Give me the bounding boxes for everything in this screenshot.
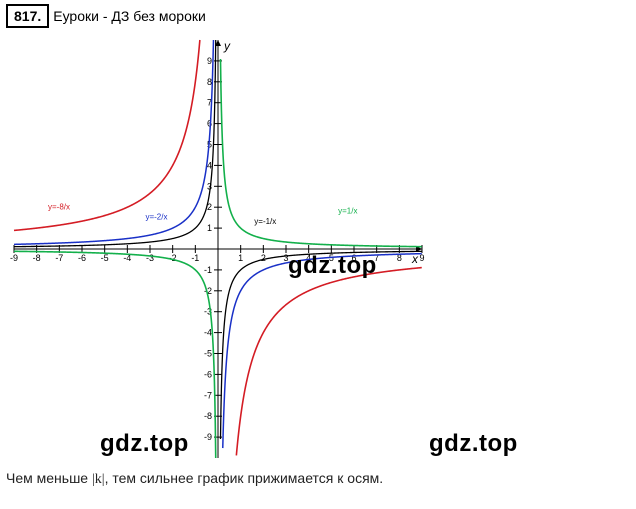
footer-after: , тем сильнее график прижимается к осям. — [105, 470, 384, 486]
watermark-bottom-left: gdz.top — [100, 430, 189, 458]
svg-text:-1: -1 — [204, 265, 212, 275]
svg-text:2: 2 — [261, 253, 266, 263]
task-number: 817. — [6, 4, 49, 28]
svg-text:-3: -3 — [146, 253, 154, 263]
svg-text:-7: -7 — [204, 390, 212, 400]
svg-text:-9: -9 — [204, 432, 212, 442]
svg-text:y: y — [223, 39, 231, 53]
svg-text:1: 1 — [207, 223, 212, 233]
footer-before: Чем меньше — [6, 470, 92, 486]
svg-text:-1: -1 — [191, 253, 199, 263]
svg-text:-6: -6 — [78, 253, 86, 263]
hyperbola-chart: -9-8-7-6-5-4-3-2-1123456789-9-8-7-6-5-4-… — [8, 34, 428, 464]
svg-text:-7: -7 — [55, 253, 63, 263]
svg-text:-5: -5 — [204, 349, 212, 359]
svg-text:y=1/x: y=1/x — [338, 206, 357, 215]
svg-text:9: 9 — [207, 56, 212, 66]
svg-text:9: 9 — [419, 253, 424, 263]
svg-text:-6: -6 — [204, 369, 212, 379]
svg-text:-8: -8 — [204, 411, 212, 421]
svg-text:-4: -4 — [204, 328, 212, 338]
footer-abs: |k| — [92, 472, 105, 487]
svg-text:1: 1 — [238, 253, 243, 263]
chart-area: -9-8-7-6-5-4-3-2-1123456789-9-8-7-6-5-4-… — [8, 34, 428, 464]
watermark-center: gdz.top — [288, 252, 377, 280]
svg-text:8: 8 — [207, 77, 212, 87]
svg-text:y=-1/x: y=-1/x — [254, 217, 276, 226]
svg-text:-8: -8 — [33, 253, 41, 263]
header: 817. Еуроки - ДЗ без мороки — [0, 0, 636, 34]
footer-text: Чем меньше |k|, тем сильнее график прижи… — [0, 464, 636, 488]
svg-text:-9: -9 — [10, 253, 18, 263]
svg-text:y=-8/x: y=-8/x — [48, 202, 70, 211]
header-text: Еуроки - ДЗ без мороки — [53, 8, 206, 24]
svg-text:-5: -5 — [101, 253, 109, 263]
svg-text:-2: -2 — [169, 253, 177, 263]
svg-text:y=-2/x: y=-2/x — [145, 213, 167, 222]
watermark-bottom-right: gdz.top — [429, 430, 518, 458]
